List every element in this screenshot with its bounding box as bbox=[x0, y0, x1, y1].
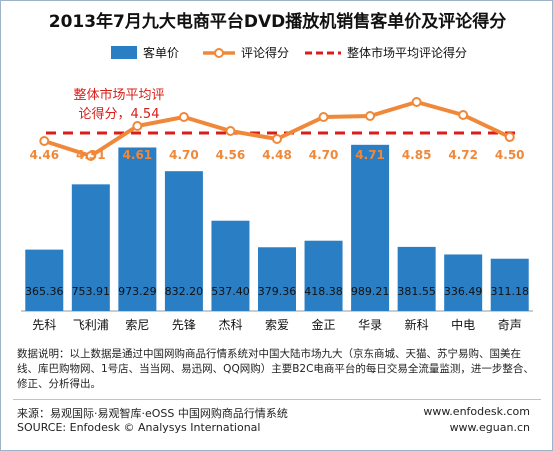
score-point bbox=[365, 111, 376, 121]
bar-value-label: 973.29 bbox=[118, 285, 157, 298]
score-point bbox=[39, 136, 50, 146]
x-tick-label: 飞利浦 bbox=[73, 318, 109, 332]
reference-annotation-line1: 整体市场平均评 bbox=[73, 87, 164, 103]
bar bbox=[71, 184, 110, 311]
legend-label-bar: 客单价 bbox=[143, 46, 180, 60]
footer-divider bbox=[13, 399, 541, 400]
score-value-label: 4.46 bbox=[29, 148, 59, 162]
x-tick-label: 先科 bbox=[32, 318, 56, 332]
score-value-label: 4.48 bbox=[262, 148, 292, 162]
bar-value-label: 832.20 bbox=[165, 285, 204, 298]
bar bbox=[490, 258, 529, 311]
bar-value-label: 311.18 bbox=[490, 285, 529, 298]
score-point bbox=[85, 151, 96, 161]
score-point bbox=[458, 110, 469, 120]
legend-swatch-reference bbox=[305, 51, 341, 55]
score-value-label: 4.71 bbox=[355, 148, 385, 162]
x-tick-label: 中电 bbox=[451, 317, 475, 332]
x-tick-label: 先锋 bbox=[172, 318, 196, 332]
score-point bbox=[225, 126, 236, 136]
score-value-label: 4.61 bbox=[123, 148, 153, 162]
source-cn: 来源：易观国际·易观智库·eOSS 中国网购商品行情系统 bbox=[17, 407, 288, 420]
url-enfodesk: www.enfodesk.com bbox=[423, 405, 530, 418]
score-value-label: 4.31 bbox=[76, 148, 106, 162]
bar-value-label: 537.40 bbox=[211, 285, 250, 298]
bar-value-label: 336.49 bbox=[444, 285, 483, 298]
bar-value-label: 753.91 bbox=[72, 285, 111, 298]
chart-title: 2013年7月九大电商平台DVD播放机销售客单价及评论得分 bbox=[48, 12, 507, 32]
bar bbox=[444, 254, 483, 311]
score-point bbox=[132, 121, 143, 131]
x-tick-label: 杰科 bbox=[218, 318, 242, 332]
score-value-label: 4.70 bbox=[169, 148, 199, 162]
x-tick-label: 索尼 bbox=[125, 318, 149, 332]
score-point bbox=[318, 112, 329, 122]
legend-swatch-bar bbox=[111, 46, 137, 59]
reference-annotation-line2: 论得分，4.54 bbox=[79, 106, 160, 122]
x-tick-label: 索爱 bbox=[265, 318, 289, 332]
score-point bbox=[272, 134, 282, 144]
bar bbox=[304, 240, 343, 311]
bar-value-label: 989.21 bbox=[351, 285, 390, 298]
chart-plot: 365.36 先科 753.91 飞利浦 973.29 索尼 832.20 先锋 537.40 杰… bbox=[21, 87, 533, 332]
score-value-label: 4.85 bbox=[402, 148, 432, 162]
score-point bbox=[411, 97, 422, 107]
score-value-label: 4.50 bbox=[495, 148, 525, 162]
score-point bbox=[178, 112, 189, 122]
score-value-label: 4.56 bbox=[216, 148, 246, 162]
bar-value-label: 381.55 bbox=[397, 285, 436, 298]
bar-value-label: 379.36 bbox=[258, 285, 297, 298]
x-tick-label: 金正 bbox=[312, 317, 336, 332]
x-tick-label: 奇声 bbox=[498, 318, 522, 332]
bar bbox=[397, 246, 436, 311]
bar-value-label: 418.38 bbox=[304, 285, 343, 298]
legend-label-reference: 整体市场平均评论得分 bbox=[347, 46, 468, 60]
bar bbox=[164, 171, 203, 311]
bar bbox=[25, 249, 64, 311]
bar bbox=[118, 147, 157, 311]
score-point bbox=[504, 132, 515, 142]
bar bbox=[258, 247, 296, 311]
legend-label-line: 评论得分 bbox=[241, 46, 290, 60]
bar bbox=[211, 220, 250, 311]
x-tick-label: 新科 bbox=[405, 317, 429, 332]
source-en: SOURCE: Enfodesk © Analysys Internationa… bbox=[17, 421, 261, 434]
data-note: 数据说明：以上数据是通过中国网购商品行情系统对中国大陆市场九大（京东商城、天猫、… bbox=[17, 348, 534, 390]
score-value-label: 4.70 bbox=[309, 148, 339, 162]
score-value-label: 4.72 bbox=[448, 148, 478, 162]
url-eguan: www.eguan.cn bbox=[449, 421, 530, 434]
x-tick-label: 华录 bbox=[358, 318, 382, 332]
bar-value-label: 365.36 bbox=[25, 285, 64, 298]
bar bbox=[351, 144, 390, 311]
legend-swatch-line bbox=[203, 48, 235, 58]
